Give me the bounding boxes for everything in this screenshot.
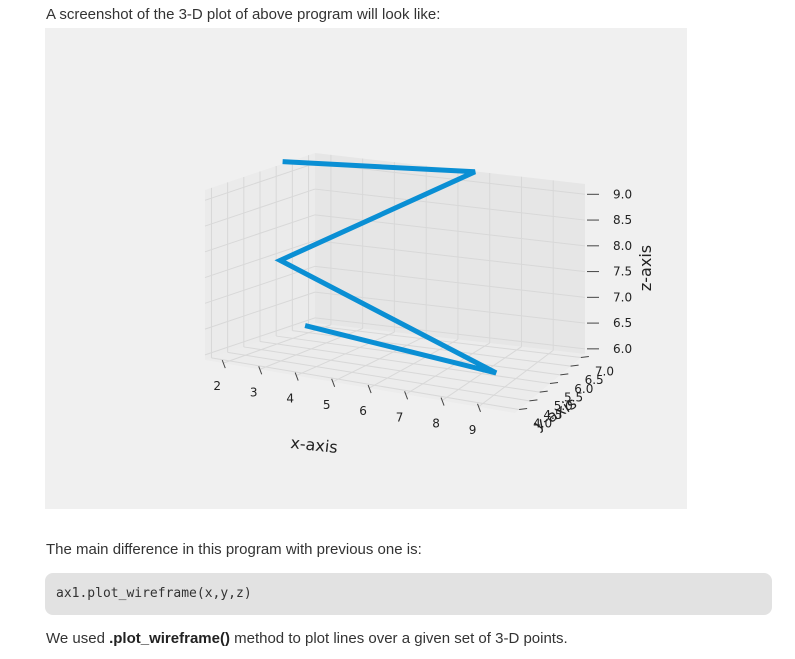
- grid-line: [314, 188, 586, 221]
- grid-line: [243, 346, 540, 393]
- code-block: ax1.plot_wireframe(x,y,z): [45, 573, 772, 615]
- x-tick: [440, 397, 445, 406]
- grid-line: [314, 317, 586, 350]
- intro-text: A screenshot of the 3-D plot of above pr…: [46, 6, 441, 23]
- difference-text: The main difference in this program with…: [46, 541, 422, 558]
- z-tick-label: 7.5: [613, 265, 632, 279]
- y-tick: [519, 408, 528, 411]
- grid-line: [204, 240, 316, 279]
- explanation-prefix: We used: [46, 630, 110, 647]
- y-tick-label: 6.0: [574, 382, 593, 396]
- x-tick-label: 5: [323, 398, 331, 412]
- grid-line: [204, 317, 316, 356]
- y-tick-label: 6.5: [585, 373, 604, 387]
- y-tick: [549, 382, 559, 384]
- y-tick-label: 7.0: [595, 364, 614, 378]
- z-tick-label: 9.0: [613, 187, 632, 201]
- grid-line: [259, 341, 551, 384]
- y-tick-label: 5.0: [554, 399, 573, 413]
- grid-line: [204, 214, 316, 253]
- grid-line: [204, 162, 316, 201]
- x-tick-label: 4: [286, 392, 294, 406]
- x-tick: [331, 378, 336, 387]
- y-tick-label: 4.0: [533, 417, 552, 431]
- z-tick-label: 8.5: [613, 213, 632, 227]
- y-tick: [570, 364, 579, 367]
- x-tick: [477, 403, 481, 412]
- grid-line: [204, 291, 316, 330]
- y-tick: [529, 399, 538, 402]
- x-tick-label: 7: [396, 410, 404, 424]
- x-tick-label: 9: [469, 423, 477, 437]
- grid-line: [211, 357, 520, 411]
- grid-line: [314, 162, 586, 195]
- x-tick-label: 3: [250, 385, 258, 399]
- x-tick-label: 6: [359, 404, 367, 418]
- axis-ticks: [221, 193, 599, 412]
- y-tick: [560, 373, 569, 376]
- y-tick-label: 5.5: [564, 391, 583, 405]
- grid-line: [204, 188, 316, 227]
- x-tick: [367, 384, 372, 394]
- y-tick-label: 4.5: [543, 408, 562, 422]
- plot-figure: 2 3 4 5 6 7 8 9 4.0 4.5 5.0 5.5 6.0 6.5 7.0 6.0 6.5 7.0 7.…: [45, 28, 687, 509]
- x-tick: [221, 359, 226, 369]
- code-line: ax1.plot_wireframe(x,y,z): [56, 586, 252, 601]
- y-tick: [539, 390, 548, 393]
- grid-line: [227, 351, 530, 402]
- z-tick-label: 6.5: [613, 316, 632, 330]
- z-tick-label: 6.0: [613, 342, 632, 356]
- series-line: [274, 159, 498, 376]
- explanation-suffix: method to plot lines over a given set of…: [229, 630, 568, 647]
- back-pane: [315, 153, 585, 354]
- grid-line: [314, 265, 586, 298]
- z-tick-label: 7.0: [613, 290, 632, 304]
- x-tick-label: 2: [213, 379, 221, 393]
- x-tick: [404, 391, 409, 400]
- grid-line: [308, 324, 581, 358]
- floor-pane: [205, 323, 585, 413]
- grid-line: [314, 291, 586, 324]
- plot-3d: 2 3 4 5 6 7 8 9 4.04.55.05.56.06.57.06.06.57.07.…: [204, 153, 655, 457]
- axis-tick-labels: 2 3 4 5 6 7 8 9 4.04.55.05.56.06.57.06.06.57.07.…: [213, 187, 632, 436]
- x-tick: [294, 372, 299, 381]
- series-lines: [274, 159, 498, 376]
- grid-line: [314, 214, 586, 247]
- grid-line: [204, 265, 316, 304]
- grid-line: [314, 240, 586, 273]
- grid-line: [292, 330, 571, 367]
- x-tick-label: 8: [432, 417, 440, 431]
- y-tick: [580, 355, 589, 358]
- z-tick-label: 8.0: [613, 239, 632, 253]
- x-tick: [258, 366, 263, 375]
- explanation-text: We used .plot_wireframe() method to plot…: [46, 630, 568, 647]
- x-axis-label: x-axis: [290, 433, 339, 457]
- method-name: .plot_wireframe(): [109, 630, 230, 647]
- z-axis-label: z-axis: [636, 245, 655, 291]
